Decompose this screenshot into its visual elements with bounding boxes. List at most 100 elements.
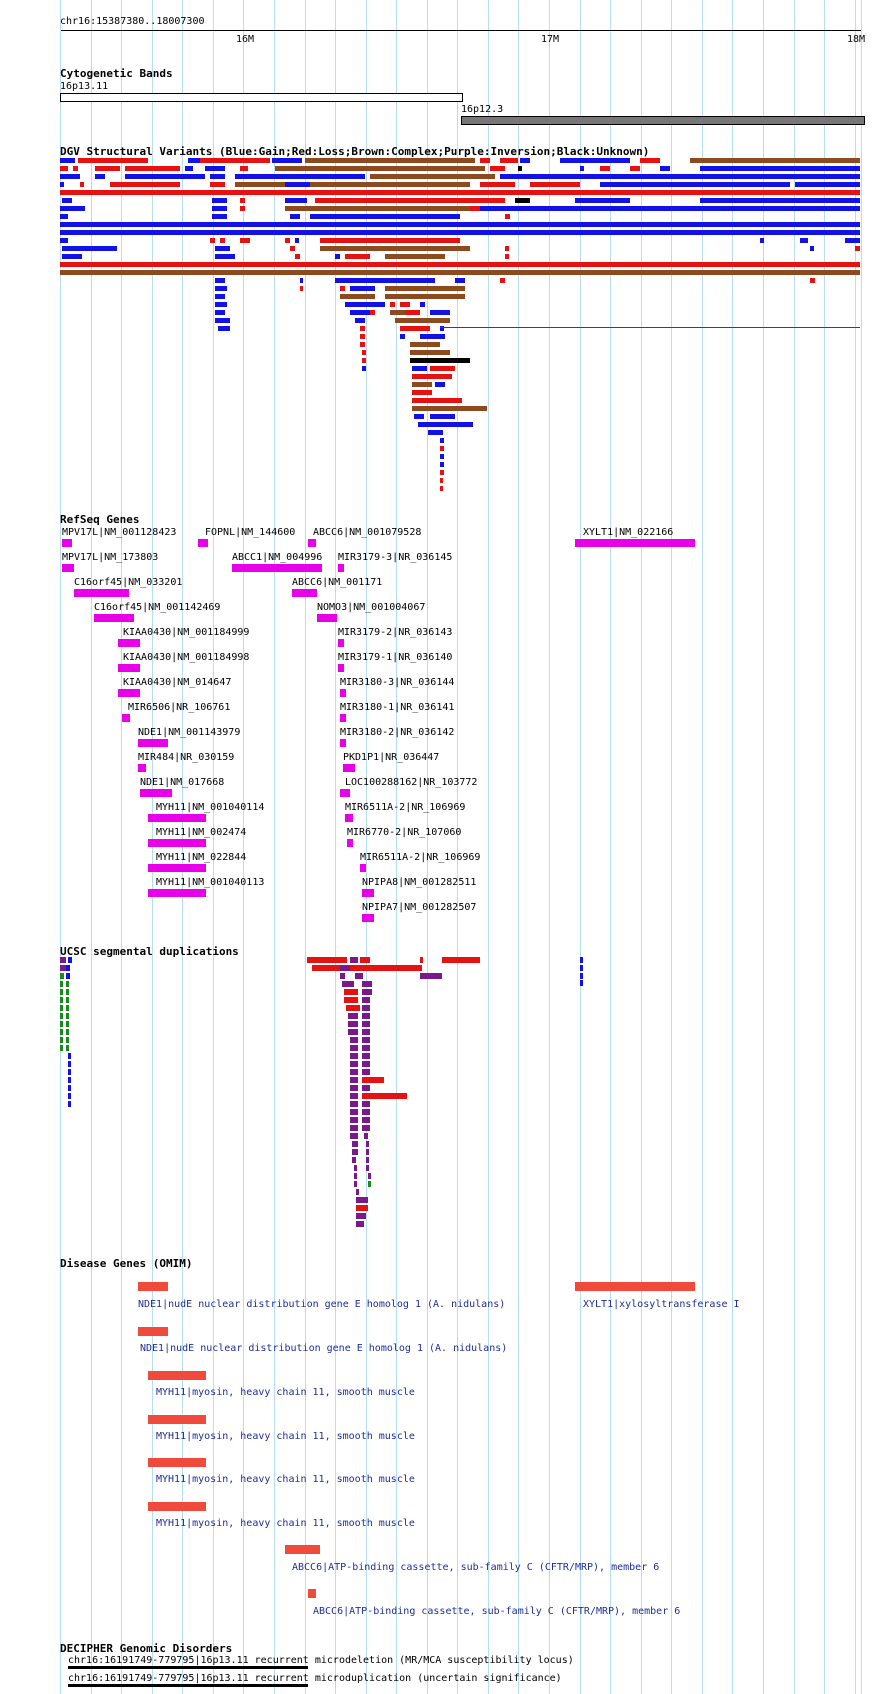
segdup-feature[interactable] xyxy=(442,957,480,963)
segdup-feature[interactable] xyxy=(346,1005,360,1011)
refseq-gene-label[interactable]: C16orf45|NM_001142469 xyxy=(94,602,221,613)
dgv-variant[interactable] xyxy=(360,326,365,331)
segdup-feature[interactable] xyxy=(350,1077,358,1083)
segdup-feature[interactable] xyxy=(350,1069,358,1075)
dgv-variant[interactable] xyxy=(810,278,815,283)
refseq-gene-label[interactable]: ABCC6|NM_001079528 xyxy=(313,527,422,538)
omim-gene-label[interactable]: NDE1|nudE nuclear distribution gene E ho… xyxy=(140,1343,508,1354)
segdup-feature[interactable] xyxy=(362,1053,370,1059)
dgv-variant[interactable] xyxy=(320,238,460,243)
refseq-gene-label[interactable]: MYH11|NM_001040113 xyxy=(156,877,265,888)
omim-gene-label[interactable]: XYLT1|xylosyltransferase I xyxy=(583,1299,740,1310)
dgv-variant[interactable] xyxy=(240,238,250,243)
refseq-gene-label[interactable]: NPIPA8|NM_001282511 xyxy=(362,877,477,888)
refseq-gene[interactable] xyxy=(362,914,374,922)
dgv-variant[interactable] xyxy=(285,198,307,203)
dgv-variant[interactable] xyxy=(200,158,270,163)
segdup-feature[interactable] xyxy=(350,1053,358,1059)
dgv-variant[interactable] xyxy=(60,222,860,227)
segdup-feature[interactable] xyxy=(60,989,63,995)
segdup-feature[interactable] xyxy=(60,1005,63,1011)
dgv-variant[interactable] xyxy=(760,238,764,243)
segdup-feature[interactable] xyxy=(364,1133,368,1139)
refseq-gene-label[interactable]: KIAA0430|NM_001184998 xyxy=(123,652,250,663)
dgv-variant[interactable] xyxy=(290,214,300,219)
decipher-entry[interactable]: chr16:16191749-779795|16p13.11 recurrent… xyxy=(68,1673,562,1684)
segdup-feature[interactable] xyxy=(355,973,363,979)
dgv-variant[interactable] xyxy=(440,486,443,491)
refseq-gene[interactable] xyxy=(118,664,140,672)
dgv-variant[interactable] xyxy=(440,478,443,483)
omim-gene-label[interactable]: NDE1|nudE nuclear distribution gene E ho… xyxy=(138,1299,506,1310)
dgv-variant[interactable] xyxy=(518,166,522,171)
dgv-variant[interactable] xyxy=(285,206,470,211)
refseq-gene[interactable] xyxy=(94,614,134,622)
refseq-gene[interactable] xyxy=(360,864,366,872)
refseq-gene[interactable] xyxy=(340,714,346,722)
omim-gene[interactable] xyxy=(138,1282,168,1291)
dgv-variant[interactable] xyxy=(240,206,245,211)
segdup-feature[interactable] xyxy=(362,1085,370,1091)
refseq-gene[interactable] xyxy=(340,739,346,747)
refseq-gene[interactable] xyxy=(340,689,346,697)
dgv-variant[interactable] xyxy=(335,254,340,259)
dgv-variant[interactable] xyxy=(370,174,495,179)
dgv-variant[interactable] xyxy=(418,422,473,427)
segdup-feature[interactable] xyxy=(368,1173,371,1179)
dgv-variant[interactable] xyxy=(310,182,470,187)
refseq-gene-label[interactable]: MIR6506|NR_106761 xyxy=(128,702,231,713)
dgv-variant[interactable] xyxy=(345,302,385,307)
dgv-variant[interactable] xyxy=(640,158,660,163)
refseq-gene-label[interactable]: NOMO3|NM_001004067 xyxy=(317,602,426,613)
dgv-variant[interactable] xyxy=(350,286,375,291)
dgv-variant[interactable] xyxy=(212,198,227,203)
dgv-variant[interactable] xyxy=(212,214,227,219)
dgv-variant[interactable] xyxy=(400,302,410,307)
refseq-gene[interactable] xyxy=(148,864,206,872)
dgv-variant[interactable] xyxy=(435,382,445,387)
dgv-variant[interactable] xyxy=(73,166,78,171)
dgv-variant[interactable] xyxy=(335,278,435,283)
dgv-variant[interactable] xyxy=(430,310,450,315)
dgv-variant[interactable] xyxy=(215,294,225,299)
refseq-gene-label[interactable]: MIR6511A-2|NR_106969 xyxy=(345,802,466,813)
dgv-variant[interactable] xyxy=(362,366,366,371)
segdup-feature[interactable] xyxy=(362,1077,384,1083)
segdup-feature[interactable] xyxy=(356,1221,364,1227)
dgv-variant[interactable] xyxy=(125,174,205,179)
dgv-variant[interactable] xyxy=(62,254,82,259)
segdup-feature[interactable] xyxy=(354,1165,357,1171)
segdup-feature[interactable] xyxy=(342,981,354,987)
segdup-feature[interactable] xyxy=(68,1061,71,1067)
dgv-variant[interactable] xyxy=(440,462,444,467)
segdup-feature[interactable] xyxy=(68,1085,71,1091)
segdup-feature[interactable] xyxy=(366,1149,369,1155)
refseq-gene[interactable] xyxy=(575,539,695,547)
dgv-variant[interactable] xyxy=(95,174,105,179)
dgv-variant[interactable] xyxy=(95,166,120,171)
refseq-gene-label[interactable]: MIR3179-3|NR_036145 xyxy=(338,552,453,563)
segdup-feature[interactable] xyxy=(360,957,370,963)
dgv-variant[interactable] xyxy=(235,182,285,187)
refseq-gene[interactable] xyxy=(62,564,74,572)
segdup-feature[interactable] xyxy=(344,997,358,1003)
segdup-feature[interactable] xyxy=(362,1117,370,1123)
segdup-feature[interactable] xyxy=(348,1013,358,1019)
segdup-feature[interactable] xyxy=(348,1021,358,1027)
dgv-variant[interactable] xyxy=(405,310,420,315)
refseq-gene[interactable] xyxy=(317,614,337,622)
segdup-feature[interactable] xyxy=(66,981,69,987)
omim-gene-label[interactable]: MYH11|myosin, heavy chain 11, smooth mus… xyxy=(156,1518,415,1529)
dgv-variant[interactable] xyxy=(520,158,530,163)
refseq-gene-label[interactable]: MIR3180-3|NR_036144 xyxy=(340,677,455,688)
refseq-gene-label[interactable]: MIR484|NR_030159 xyxy=(138,752,235,763)
segdup-feature[interactable] xyxy=(66,989,69,995)
segdup-feature[interactable] xyxy=(60,1021,63,1027)
dgv-variant[interactable] xyxy=(340,286,345,291)
refseq-gene[interactable] xyxy=(345,814,353,822)
dgv-variant[interactable] xyxy=(630,166,640,171)
dgv-variant[interactable] xyxy=(500,174,860,179)
dgv-variant[interactable] xyxy=(400,334,405,339)
dgv-variant[interactable] xyxy=(385,254,445,259)
dgv-variant[interactable] xyxy=(285,238,290,243)
